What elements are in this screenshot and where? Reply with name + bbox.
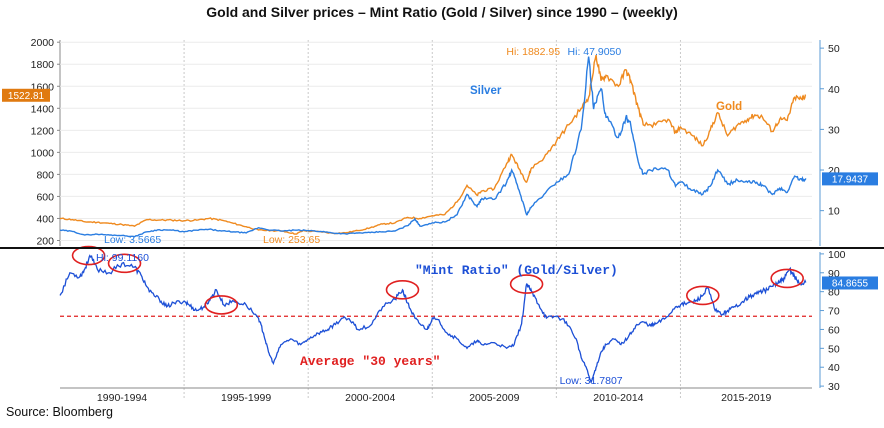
silver-last-tag [822, 172, 878, 186]
x-tick-label: 2010-2014 [593, 392, 643, 404]
left-axis-tick-label: 400 [36, 213, 54, 225]
peak-circle [385, 279, 420, 300]
gold-series-line [59, 54, 807, 235]
left-axis-tick-label: 1000 [31, 147, 55, 159]
right-axis-tick-label: 40 [828, 84, 840, 96]
ratio-axis-tick-label: 50 [828, 343, 840, 355]
ratio-axis-tick-label: 80 [828, 287, 840, 299]
peak-circle [204, 295, 239, 315]
x-tick-label: 2005-2009 [469, 392, 519, 404]
x-tick-label: 1990-1994 [97, 392, 147, 404]
right-axis-tick-label: 20 [828, 165, 840, 177]
bottom-panel: 30 40 50 60 70 80 90 100 Hi: 99.1160 Low: 31.7807… [59, 245, 878, 404]
gold-last-value: 1522.81 [8, 91, 45, 102]
silver-high-label: Hi: 47.9050 [568, 46, 622, 58]
top-panel: 2004006008001000120014001600180020001020… [2, 37, 878, 247]
gold-high-label: Hi: 1882.95 [506, 46, 560, 58]
right-axis-tick-label: 30 [828, 124, 840, 136]
chart-title: Gold and Silver prices – Mint Ratio (Gol… [206, 4, 678, 20]
silver-last-value: 17.9437 [832, 174, 869, 185]
left-axis-tick-label: 1400 [31, 103, 55, 115]
peak-circle [509, 274, 544, 294]
ratio-axis-tick-label: 40 [828, 362, 840, 374]
source-note: Source: Bloomberg [6, 405, 114, 419]
left-axis-tick-label: 1200 [31, 125, 55, 137]
gold-series-label: Gold [716, 101, 742, 113]
ratio-axis-tick-label: 100 [828, 249, 846, 261]
ratio-axis-tick-label: 90 [828, 268, 840, 280]
left-axis-tick-label: 1800 [31, 59, 55, 71]
peak-circle [71, 245, 106, 266]
left-axis-tick-label: 200 [36, 235, 54, 247]
x-tick-label: 2000-2004 [345, 392, 395, 404]
ratio-series-title: "Mint Ratio" (Gold/Silver) [415, 263, 618, 278]
peak-circle [107, 253, 142, 274]
x-tick-label: 1995-1999 [221, 392, 271, 404]
ratio-low-label: Low: 31.7807 [560, 375, 623, 387]
ratio-last-tag [822, 276, 878, 290]
left-axis-tick-label: 800 [36, 169, 54, 181]
ratio-last-value: 84.8655 [832, 278, 869, 289]
left-axis-tick-label: 600 [36, 191, 54, 203]
left-axis-tick-label: 2000 [31, 37, 55, 49]
ratio-series-line [59, 254, 807, 383]
average-label: Average "30 years" [300, 354, 440, 369]
ratio-axis-tick-label: 70 [828, 306, 840, 318]
gold-low-label: Low: 253.65 [263, 234, 320, 246]
ratio-high-label: Hi: 99.1160 [96, 252, 149, 264]
peak-circle [685, 285, 720, 306]
right-axis-tick-label: 50 [828, 43, 840, 55]
gold-last-tag [2, 88, 50, 102]
peak-circle [770, 268, 804, 289]
silver-low-label: Low: 3.5665 [104, 234, 161, 246]
ratio-axis-tick-label: 60 [828, 324, 840, 336]
right-axis-tick-label: 10 [828, 206, 840, 218]
ratio-axis-tick-label: 30 [828, 381, 840, 393]
silver-series-line [59, 56, 807, 238]
x-tick-label: 2015-2019 [721, 392, 771, 404]
silver-series-label: Silver [470, 85, 502, 97]
